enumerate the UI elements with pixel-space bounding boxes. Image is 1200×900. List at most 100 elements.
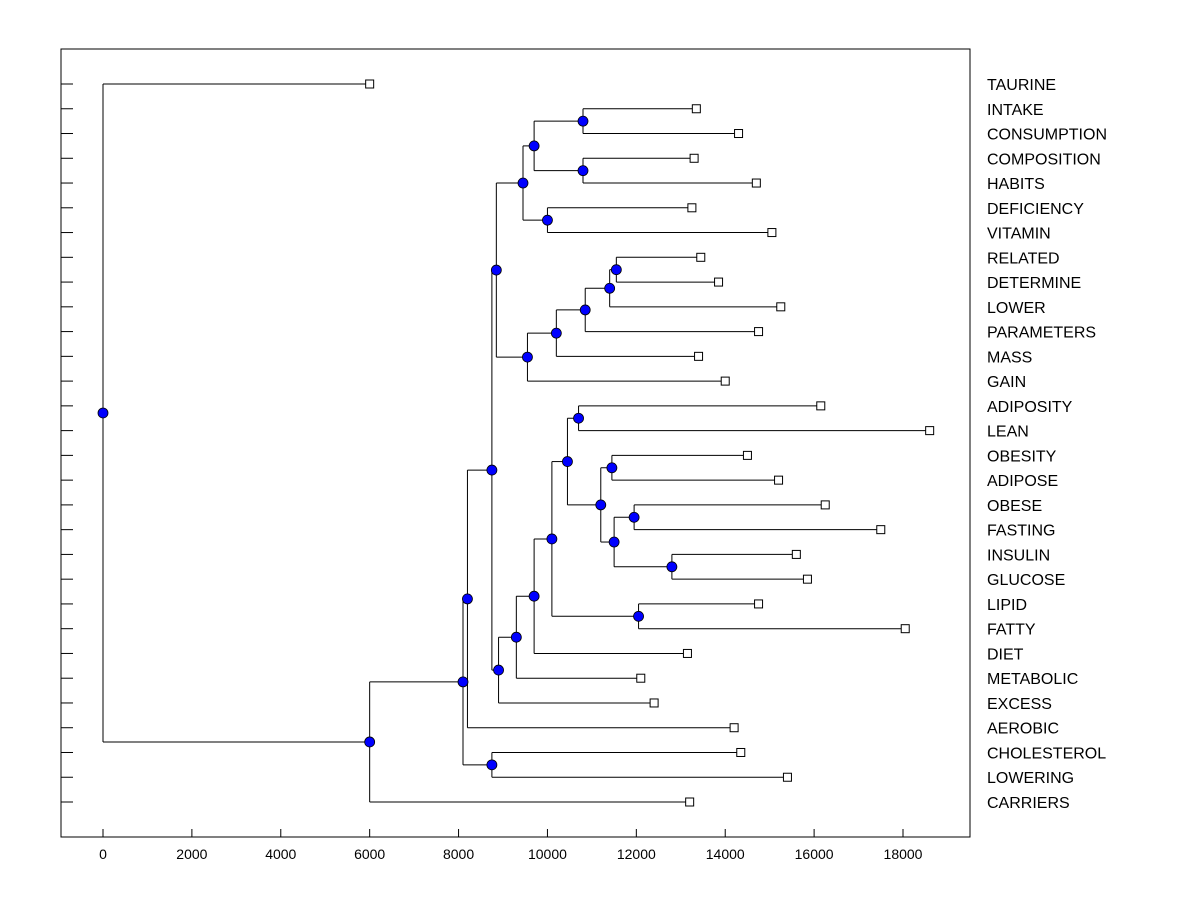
leaf-marker-mass (694, 351, 704, 361)
leaf-label-deficiency: DEFICIENCY (987, 201, 1084, 218)
merge-node-n-main-carriers (364, 736, 376, 748)
leaf-marker-lipid (754, 599, 764, 609)
leaf-marker-lean (925, 426, 935, 436)
merge-node-n-root (97, 407, 109, 419)
leaf-label-determine: DETERMINE (987, 275, 1081, 292)
leaf-label-related: RELATED (987, 250, 1060, 267)
leaf-label-fatty: FATTY (987, 622, 1036, 639)
leaf-label-obesity: OBESITY (987, 448, 1057, 465)
merge-node-n-main-cl (457, 676, 469, 688)
merge-node-n-lipid-fatty (633, 610, 644, 622)
leaf-label-metabolic: METABOLIC (987, 671, 1078, 688)
x-tick-label: 12000 (617, 846, 656, 862)
leaf-marker-insulin (791, 549, 801, 559)
leaf-label-adiposity: ADIPOSITY (987, 399, 1073, 416)
merge-node-n-obesity-adipose (606, 462, 618, 474)
leaf-label-composition: COMPOSITION (987, 151, 1101, 168)
merge-node-n-ul-aerobic (462, 593, 473, 605)
leaf-marker-obesity (742, 450, 752, 460)
leaf-label-carriers: CARRIERS (987, 795, 1070, 812)
leaf-label-excess: EXCESS (987, 696, 1052, 713)
leaf-label-lower: LOWER (987, 300, 1046, 317)
merge-node-n-obdm-excess (493, 664, 504, 676)
leaf-marker-group (365, 79, 935, 807)
leaf-label-glucose: GLUCOSE (987, 572, 1065, 589)
leaf-label-gain: GAIN (987, 374, 1026, 391)
leaf-label-lean: LEAN (987, 424, 1029, 441)
merge-node-n-diet-habits-group (517, 177, 529, 189)
leaf-marker-metabolic (636, 673, 646, 683)
leaf-label-intake: INTAKE (987, 102, 1044, 119)
leaf-marker-fasting (876, 525, 886, 535)
leaf-label-adipose: ADIPOSE (987, 473, 1058, 490)
plot-frame (60, 48, 971, 838)
x-tick-label: 14000 (706, 846, 745, 862)
x-tick-label: 8000 (443, 846, 474, 862)
leaf-label-lowering: LOWERING (987, 770, 1074, 787)
leaf-label-group: TAURINE INTAKE CONSUMPTION COMPOSITION HABIT… (987, 77, 1107, 812)
leaf-marker-related (696, 252, 706, 262)
x-tick-group: 0 2000 4000 6000 8000 10000 12000 14000 16000 180… (99, 829, 923, 862)
merge-node-n-adiposity-lean (573, 412, 584, 424)
leaf-marker-glucose (802, 574, 812, 584)
leaf-marker-adipose (774, 475, 784, 485)
x-tick-label: 2000 (176, 846, 207, 862)
leaf-label-diet: DIET (987, 646, 1024, 663)
merge-node-n-rdlp-mass (550, 327, 562, 339)
leaf-label-parameters: PARAMETERS (987, 325, 1096, 342)
merge-node-n-oa-ofig (595, 499, 607, 511)
leaf-label-cholesterol: CHOLESTEROL (987, 745, 1106, 762)
merge-node-n-rdl-parameters (579, 304, 591, 316)
leaf-marker-lowering (782, 772, 792, 782)
x-tick-label: 16000 (795, 846, 834, 862)
leaf-marker-fatty (900, 624, 910, 634)
leaf-marker-deficiency (687, 203, 697, 213)
leaf-label-mass: MASS (987, 349, 1032, 366)
leaf-marker-determine (714, 277, 724, 287)
leaf-marker-gain (720, 376, 730, 386)
leaf-label-fasting: FASTING (987, 523, 1055, 540)
leaf-label-insulin: INSULIN (987, 547, 1050, 564)
leaf-marker-carriers (685, 797, 695, 807)
leaf-label-consumption: CONSUMPTION (987, 127, 1107, 144)
x-tick-label: 6000 (354, 846, 385, 862)
leaf-label-habits: HABITS (987, 176, 1045, 193)
merge-node-n-intake-consumption (577, 115, 589, 127)
leaf-marker-consumption (734, 129, 744, 139)
leaf-marker-diet (682, 648, 692, 658)
y-tick-group (61, 83, 73, 803)
merge-node-n-ofig (608, 536, 620, 548)
merge-node-n-rd-lower (604, 282, 616, 294)
leaf-label-lipid: LIPID (987, 597, 1027, 614)
leaf-marker-lower (776, 302, 786, 312)
merge-node-n-upper-lower (486, 464, 498, 476)
leaf-marker-excess (649, 698, 659, 708)
leaf-marker-intake (691, 104, 701, 114)
merge-node-n-upper-block (490, 264, 502, 276)
merge-node-n-composition-habits (577, 165, 589, 177)
leaf-marker-aerobic (729, 723, 739, 733)
node-group (97, 115, 678, 771)
leaf-marker-obese (820, 500, 830, 510)
leaf-label-aerobic: AEROBIC (987, 721, 1059, 738)
leaf-marker-composition (689, 153, 699, 163)
leaf-marker-habits (751, 178, 761, 188)
leaf-marker-taurine (365, 79, 375, 89)
leaf-marker-adiposity (816, 401, 826, 411)
leaf-marker-parameters (754, 327, 764, 337)
leaf-marker-vitamin (767, 228, 777, 238)
merge-node-n-obd-metabolic (510, 631, 522, 643)
merge-node-n-obesity-block (546, 533, 558, 545)
x-tick-label: 10000 (528, 846, 567, 862)
merge-node-n-cholesterol-lowering (486, 759, 498, 771)
merge-node-n-related-determine (610, 264, 622, 276)
merge-node-n-ichc (528, 140, 540, 152)
leaf-marker-cholesterol (736, 747, 746, 757)
merge-node-n-al-rest (562, 456, 573, 467)
leaf-label-vitamin: VITAMIN (987, 226, 1051, 243)
merge-node-n-deficiency-vitamin (542, 214, 553, 226)
merge-node-n-obese-fasting (628, 511, 640, 523)
branch-group (102, 83, 930, 803)
merge-node-n-insulin-glucose (666, 561, 678, 573)
